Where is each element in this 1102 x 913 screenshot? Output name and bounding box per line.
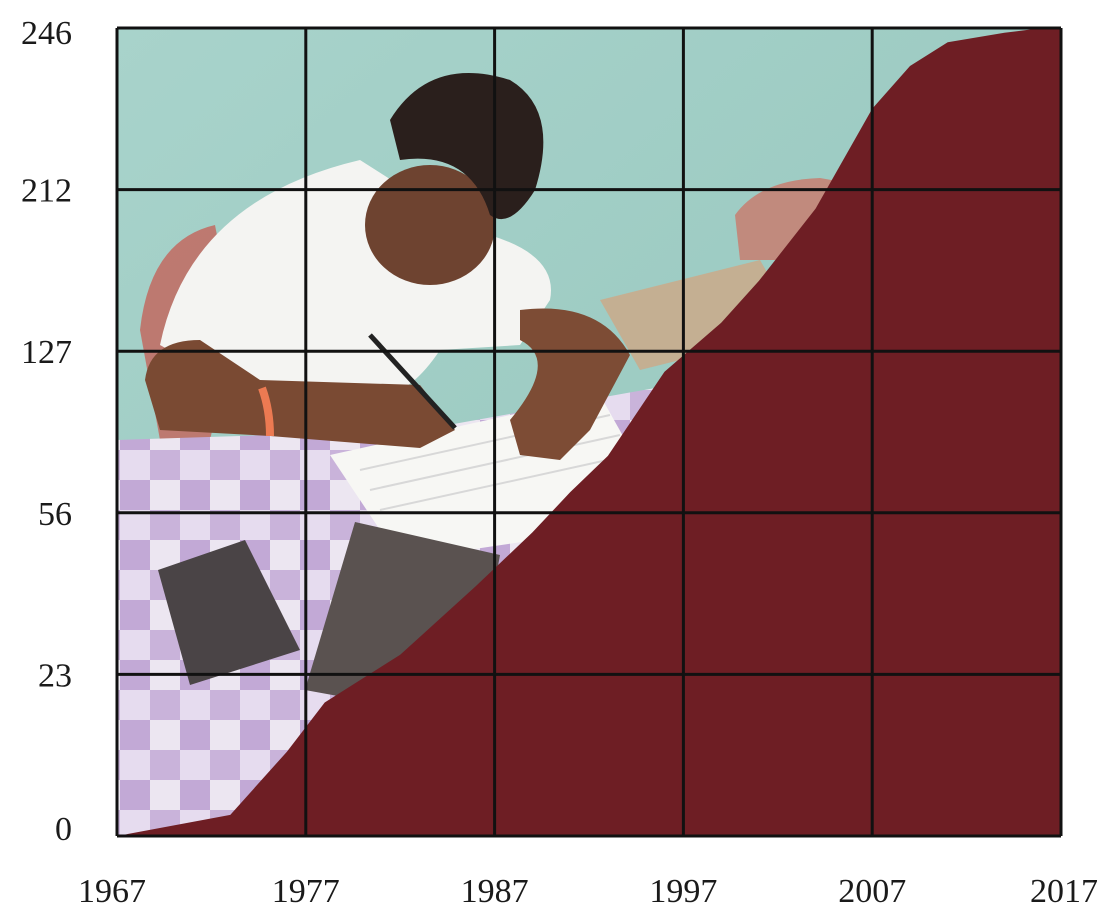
- boy-hair: [390, 73, 544, 220]
- y-tick-label: 127: [21, 334, 72, 371]
- y-tick-label: 23: [38, 657, 72, 694]
- y-tick-label: 0: [55, 811, 72, 848]
- x-tick-label: 1987: [461, 873, 529, 910]
- boy-face: [365, 165, 495, 285]
- x-tick-label: 1997: [649, 873, 717, 910]
- y-axis-ticks: 0 23 56 127 212 246: [21, 15, 72, 848]
- x-tick-label: 2007: [838, 873, 906, 910]
- y-tick-label: 212: [21, 173, 72, 210]
- boy-shirt: [160, 160, 551, 395]
- x-axis-ticks: 1967 1977 1987 1997 2007 2017: [78, 873, 1098, 910]
- boy-arm-right: [510, 308, 630, 460]
- x-tick-label: 1967: [78, 873, 146, 910]
- area-series: [117, 28, 1061, 836]
- book-left: [158, 540, 300, 685]
- x-tick-label: 1977: [272, 873, 340, 910]
- y-tick-label: 246: [21, 15, 72, 52]
- x-tick-label: 2017: [1030, 873, 1098, 910]
- grid: [115, 26, 1063, 838]
- y-tick-label: 56: [38, 496, 72, 533]
- bracelet: [258, 386, 274, 437]
- boy-arm-left: [145, 340, 455, 448]
